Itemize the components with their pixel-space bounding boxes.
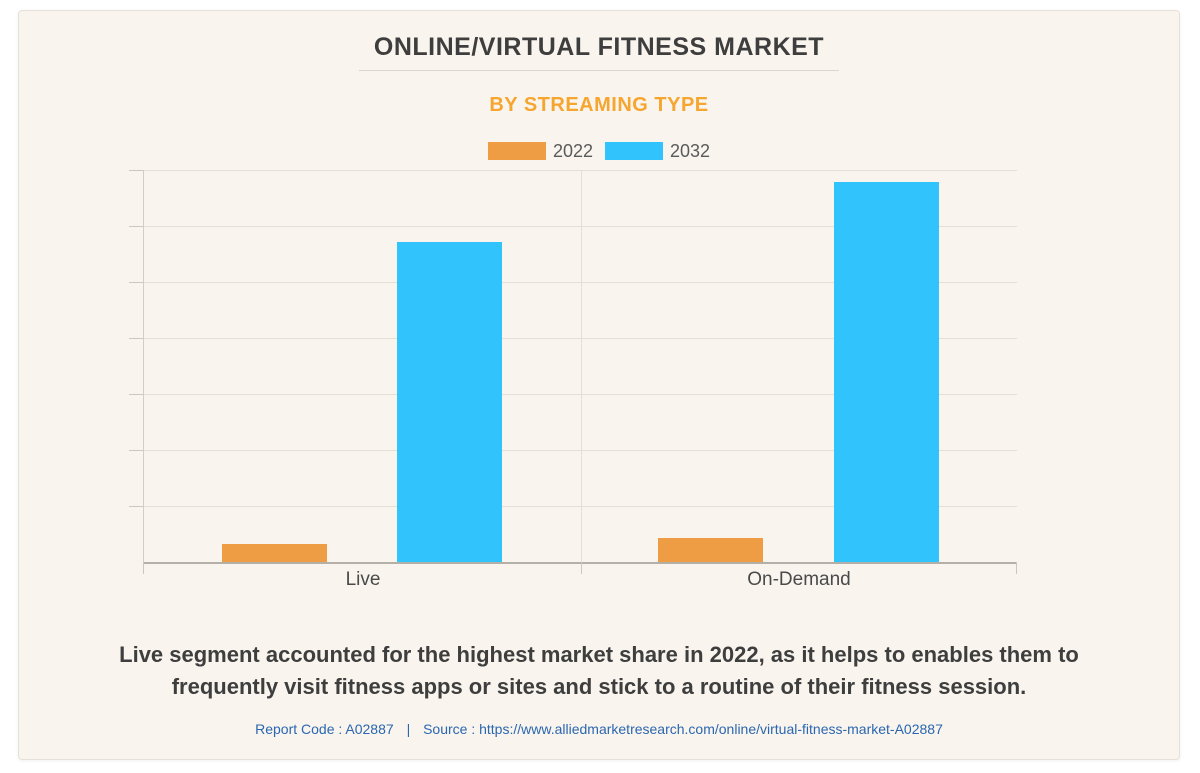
- gridline: [143, 282, 1017, 283]
- legend-item-2022[interactable]: 2022: [487, 140, 593, 162]
- footnote-line-2: frequently visit fitness apps or sites a…: [171, 674, 1027, 699]
- report-code: Report Code : A02887: [255, 721, 394, 737]
- legend-item-2032[interactable]: 2032: [605, 141, 710, 162]
- bar-on-demand-2032[interactable]: [834, 182, 939, 562]
- x-axis-tick: [1016, 562, 1017, 574]
- page-title: ONLINE/VIRTUAL FITNESS MARKET: [373, 33, 825, 61]
- chart-card: ONLINE/VIRTUAL FITNESS MARKET BY STREAMI…: [18, 10, 1180, 760]
- chart-footnote: Live segment accounted for the highest m…: [19, 639, 1179, 703]
- source-url: Source : https://www.alliedmarketresearc…: [423, 721, 943, 737]
- y-axis-line: [143, 170, 144, 562]
- x-axis-tick: [143, 562, 144, 574]
- legend-swatch-2022: [487, 142, 546, 160]
- category-label-on-demand: On-Demand: [747, 569, 851, 590]
- legend: 2022 2032: [19, 140, 1179, 162]
- gridline: [143, 338, 1017, 339]
- gridline: [143, 170, 1017, 171]
- x-axis-tick: [581, 562, 582, 574]
- chart-subtitle: BY STREAMING TYPE: [489, 94, 709, 116]
- legend-label-2032: 2032: [670, 140, 711, 161]
- y-axis-tick: [129, 170, 143, 171]
- chart-header: ONLINE/VIRTUAL FITNESS MARKET BY STREAMI…: [19, 33, 1179, 162]
- gridline: [143, 450, 1017, 451]
- legend-label-2022: 2022: [552, 140, 593, 161]
- x-axis-line: [143, 562, 1017, 564]
- y-axis-tick: [129, 282, 143, 283]
- y-axis-tick: [129, 226, 143, 227]
- source-line: Report Code : A02887 | Source : https://…: [19, 720, 1179, 738]
- category-label-live: Live: [345, 569, 381, 590]
- gridline: [143, 506, 1017, 507]
- bar-on-demand-2022[interactable]: [658, 538, 763, 562]
- y-axis-tick: [129, 506, 143, 507]
- y-axis-tick: [129, 450, 143, 451]
- title-divider: [359, 70, 839, 71]
- bar-chart: Live On-Demand: [19, 160, 1179, 605]
- gridline: [143, 394, 1017, 395]
- y-axis-tick: [129, 394, 143, 395]
- category-separator-gridline: [581, 170, 582, 562]
- gridline: [143, 226, 1017, 227]
- legend-swatch-2032: [605, 142, 663, 160]
- footnote-line-1: Live segment accounted for the highest m…: [119, 642, 1079, 667]
- bar-live-2032[interactable]: [397, 242, 502, 562]
- bar-live-2022[interactable]: [222, 544, 327, 562]
- source-separator: |: [406, 721, 411, 737]
- y-axis-tick: [129, 338, 143, 339]
